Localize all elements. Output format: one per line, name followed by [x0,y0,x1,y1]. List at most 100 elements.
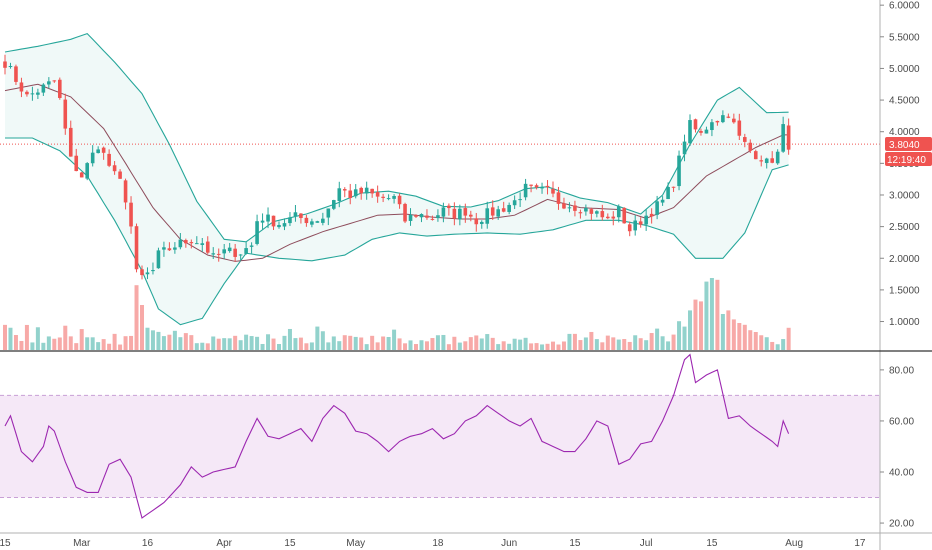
volume-bar [748,330,753,350]
volume-bar [677,321,682,350]
volume-bar [512,338,517,350]
volume-bar [605,335,610,350]
candle-body [189,242,194,244]
volume-bar [397,338,402,350]
candle-body [573,205,577,211]
volume-bar [611,337,616,350]
candle-body [107,153,111,166]
volume-bar [222,338,227,350]
candle-body [233,248,237,257]
volume-bar [79,329,84,350]
volume-bar [463,341,468,350]
candle-body [25,91,29,95]
volume-bar [496,344,501,350]
candle-body [616,206,621,218]
candle-body [85,163,89,179]
candle-body [134,226,139,270]
volume-bar [682,326,687,350]
price-tick-label: 2.0000 [889,254,920,265]
volume-bar [266,334,271,350]
volume-bar [572,333,577,350]
volume-bar [167,334,172,350]
candle-body [501,208,506,212]
candle-body [118,171,122,179]
volume-bar [118,344,123,350]
candle-body [112,165,117,172]
candle-body [721,115,725,123]
volume-bar [638,338,643,350]
candle-body [458,208,462,220]
candle-body [693,119,698,130]
candle-body [332,200,336,209]
candle-body [595,211,599,214]
candle-body [140,269,144,276]
candle-body [3,61,7,68]
time-axis[interactable]: 15 Mar 16 Apr 15 May 18 Jun 15 Jul 15 Aug 17 [0,538,866,549]
volume-bar [57,337,62,350]
volume-bar [655,328,660,350]
rsi-tick-label: 40.00 [889,468,914,479]
volume-bar [518,339,523,350]
candle-body [600,211,605,218]
bollinger-upper-line [4,32,789,243]
candle-body [529,184,533,186]
volume-bar [90,337,95,350]
volume-bar [211,336,216,350]
price-tick-label: 2.5000 [889,222,920,233]
time-tick-label: Jun [501,538,517,549]
volume-bar [556,344,561,350]
volume-bar [764,337,769,350]
candle-body [41,84,46,93]
volume-bar [364,344,369,350]
candle-body [321,218,325,223]
volume-bar [298,337,303,350]
candle-body [342,189,347,191]
candle-body [63,99,68,129]
volume-bar [183,333,188,350]
volume-bar [457,342,462,350]
candle-body [52,80,57,82]
price-tick-label: 3.0000 [889,190,920,201]
volume-bar [430,338,435,350]
volume-bar [172,330,177,350]
volume-bar [781,339,786,350]
volume-bar [594,339,599,350]
volume-bar [704,281,709,350]
candle-body [737,120,742,136]
volume-bar [370,335,375,350]
volume-bar [742,324,747,350]
time-tick-label: 15 [0,538,11,549]
last-price-tags: 3.8040 12:19:40 [885,137,932,166]
candle-body [364,187,369,194]
volume-bar [688,310,692,350]
candle-body [200,243,205,245]
volume-bar [282,335,287,350]
volume-bar [233,335,238,350]
candle-body [195,243,199,245]
volume-bar [726,310,731,350]
volume-bar [304,343,309,350]
volume-bar [786,327,791,350]
candle-body [447,205,451,209]
candle-body [638,221,643,225]
volume-bar [386,337,391,350]
candle-body [397,195,402,205]
candle-body [173,247,177,250]
volume-bar [178,337,183,350]
rsi-line [4,353,790,519]
candle-body [249,245,254,247]
candle-body [151,270,155,272]
volume-bar [348,335,353,350]
candle-body [430,218,435,220]
candle-body [8,66,13,68]
volume-bar [720,314,725,350]
rsi-axis[interactable]: 80.00 60.00 40.00 20.00 [880,365,914,530]
time-tick-label: Aug [785,538,803,549]
volume-bar [551,341,555,350]
volume-bar [337,341,342,350]
candle-body [30,93,35,95]
volume-bar [770,341,775,350]
volume-bar [731,319,736,350]
volume-bar [326,342,331,350]
volume-bar [479,338,484,350]
